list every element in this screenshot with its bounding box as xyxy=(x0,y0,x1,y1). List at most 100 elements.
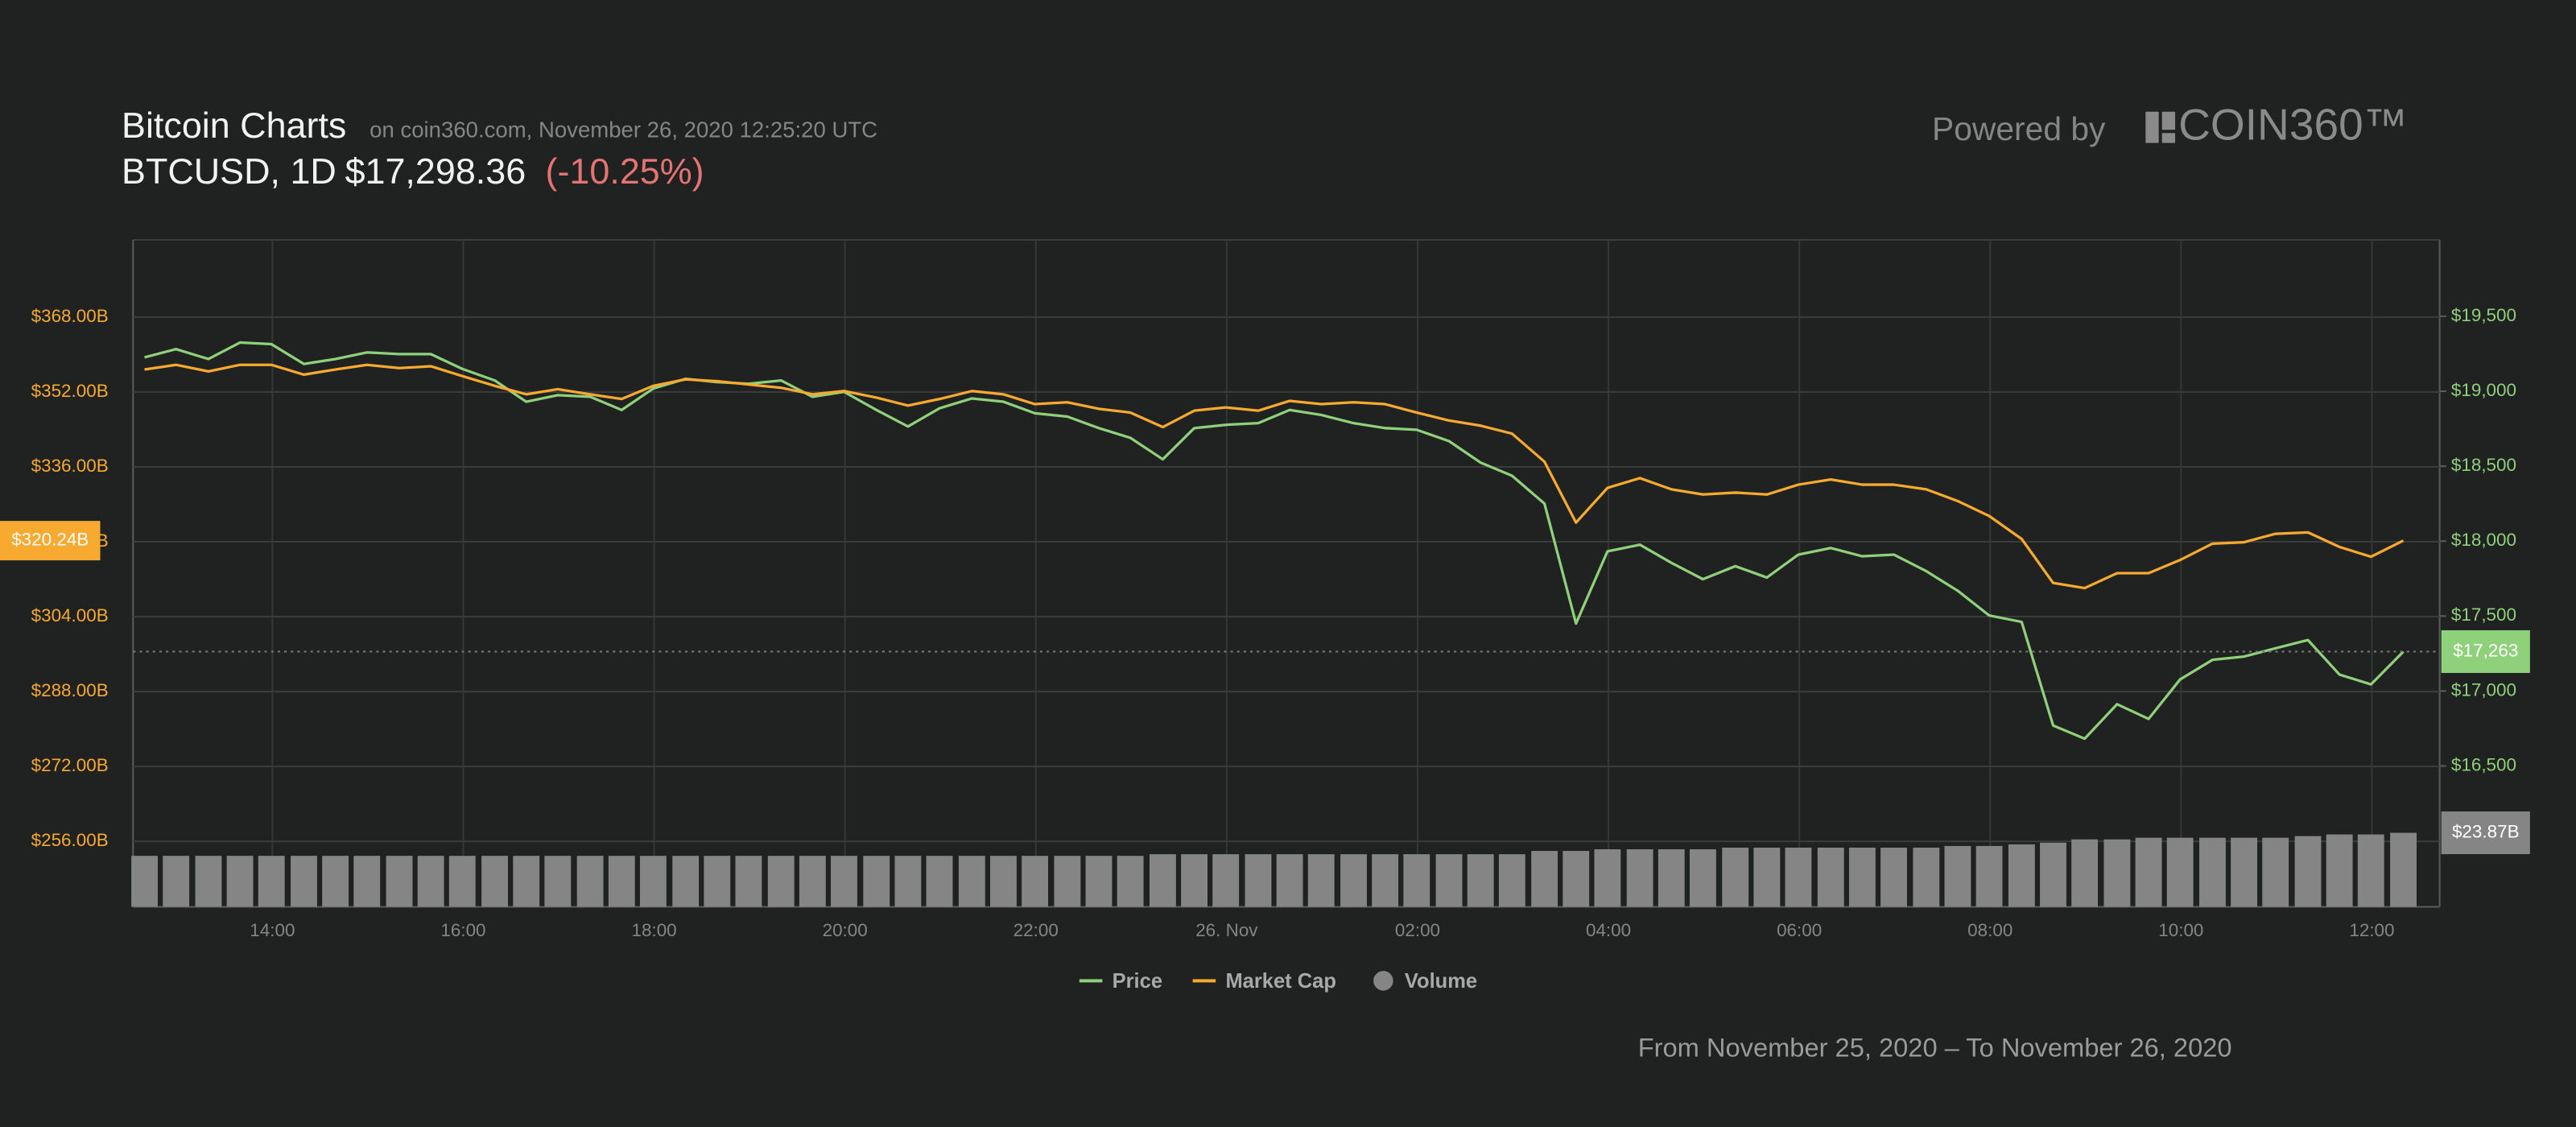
current-price: $17,298.36 xyxy=(345,151,526,192)
last-value-badge xyxy=(2441,630,2530,673)
symbol: BTCUSD, 1D xyxy=(122,151,336,192)
volume-bar xyxy=(417,856,444,907)
volume-bar xyxy=(322,856,349,907)
volume-bar xyxy=(1975,845,2003,907)
volume-bar xyxy=(926,856,953,907)
series-line xyxy=(144,341,2405,741)
last-value-badge xyxy=(2441,811,2530,855)
volume-bar xyxy=(1785,847,1812,907)
volume-bar xyxy=(799,856,826,907)
y-tick-label: $304.00B xyxy=(31,605,109,625)
chart-title: Bitcoin Charts xyxy=(122,105,346,146)
volume-bar xyxy=(1340,854,1367,907)
volume-bar xyxy=(2103,839,2131,907)
volume-bar xyxy=(195,856,222,907)
volume-bar xyxy=(1150,854,1176,907)
volume-bar xyxy=(2326,834,2353,907)
volume-bar xyxy=(1022,856,1049,907)
x-tick-label: 12:00 xyxy=(2349,920,2394,940)
volume-bar xyxy=(894,856,922,907)
volume-bar xyxy=(672,856,700,907)
legend-swatch xyxy=(1373,971,1393,991)
date-range: From November 25, 2020 – To November 26,… xyxy=(1638,1033,2232,1063)
volume-bar xyxy=(608,856,635,907)
volume-bar xyxy=(1435,854,1463,907)
volume-bar xyxy=(1817,847,1844,907)
volume-bar xyxy=(990,856,1017,907)
logo-text: COIN360™ xyxy=(2178,100,2408,150)
x-tick-label: 20:00 xyxy=(823,920,868,940)
y-tick-label: $288.00B xyxy=(31,680,109,700)
volume-bar xyxy=(1276,854,1303,907)
lines xyxy=(144,341,2405,741)
y-tick-label: $368.00B xyxy=(31,306,109,326)
volume-bar xyxy=(131,856,158,907)
volume-bar xyxy=(767,856,795,907)
volume-bar xyxy=(1594,849,1621,907)
volume-bar xyxy=(1626,849,1653,907)
volume-bar xyxy=(958,856,985,907)
x-tick-label: 16:00 xyxy=(440,920,485,940)
volume-bar xyxy=(831,856,857,907)
volume-bar xyxy=(2231,837,2258,907)
volume-bar xyxy=(2008,844,2035,907)
x-tick-label: 22:00 xyxy=(1013,920,1059,940)
volume-bar xyxy=(258,856,285,907)
y-tick-label: $256.00B xyxy=(31,830,109,850)
volume-bar xyxy=(2294,836,2322,907)
volume-bar xyxy=(1498,854,1525,907)
volume-bar xyxy=(1117,856,1144,907)
legend-label: Volume xyxy=(1405,970,1477,993)
chart-subtitle: on coin360.com, November 26, 2020 12:25:… xyxy=(369,118,877,142)
volume-bar xyxy=(1085,856,1113,907)
legend-label: Market Cap xyxy=(1225,970,1335,993)
volume-bar xyxy=(2199,837,2226,907)
legend-label: Price xyxy=(1113,970,1162,993)
volume-bar xyxy=(1181,854,1208,907)
volume-bar xyxy=(1657,849,1685,907)
volume-bar xyxy=(1372,854,1399,907)
volume-bar xyxy=(481,856,509,907)
logo-bar xyxy=(2161,111,2176,130)
volume-bar xyxy=(448,856,476,907)
volume-bar xyxy=(1403,854,1430,907)
volume-bar xyxy=(704,856,731,907)
x-tick-label: 10:00 xyxy=(2158,920,2203,940)
x-tick-label: 04:00 xyxy=(1586,920,1631,940)
x-tick-label: 08:00 xyxy=(1967,920,2013,940)
y-tick-label: $272.00B xyxy=(31,755,109,775)
last-value-label: $320.24B xyxy=(11,530,89,550)
volume-bar xyxy=(2071,839,2099,907)
volume-bar xyxy=(576,856,604,907)
volume-bar xyxy=(1913,847,1940,907)
volume-bar xyxy=(2262,837,2289,907)
volume-bar xyxy=(2390,832,2417,907)
volume-bar xyxy=(1880,847,1907,907)
last-value-label: $23.87B xyxy=(2452,821,2520,841)
x-tick-label: 26. Nov xyxy=(1195,920,1258,940)
volume-bar xyxy=(544,856,572,907)
volume-bar xyxy=(1467,854,1494,907)
last-value-label: $17,263 xyxy=(2453,640,2518,660)
volume-bar xyxy=(863,856,890,907)
volume-bar xyxy=(2040,842,2066,907)
y2-tick-label: $19,500 xyxy=(2451,305,2516,325)
y2-tick-label: $17,000 xyxy=(2451,679,2516,700)
volume-bar xyxy=(1307,854,1335,907)
volume-bar xyxy=(1563,851,1590,907)
y2-tick-label: $17,500 xyxy=(2451,605,2516,625)
volume-bar xyxy=(1245,854,1272,907)
x-tick-label: 06:00 xyxy=(1777,920,1822,940)
branding: Powered by xyxy=(1932,110,2106,147)
price-change: (-10.25%) xyxy=(546,151,704,192)
y2-tick-label: $19,000 xyxy=(2451,380,2516,400)
volume-bar xyxy=(353,856,381,907)
volume-bars xyxy=(131,832,2417,907)
volume-bar xyxy=(226,856,254,907)
logo-bar xyxy=(2161,133,2176,143)
volume-bar xyxy=(513,856,540,907)
x-tick-label: 02:00 xyxy=(1395,920,1440,940)
